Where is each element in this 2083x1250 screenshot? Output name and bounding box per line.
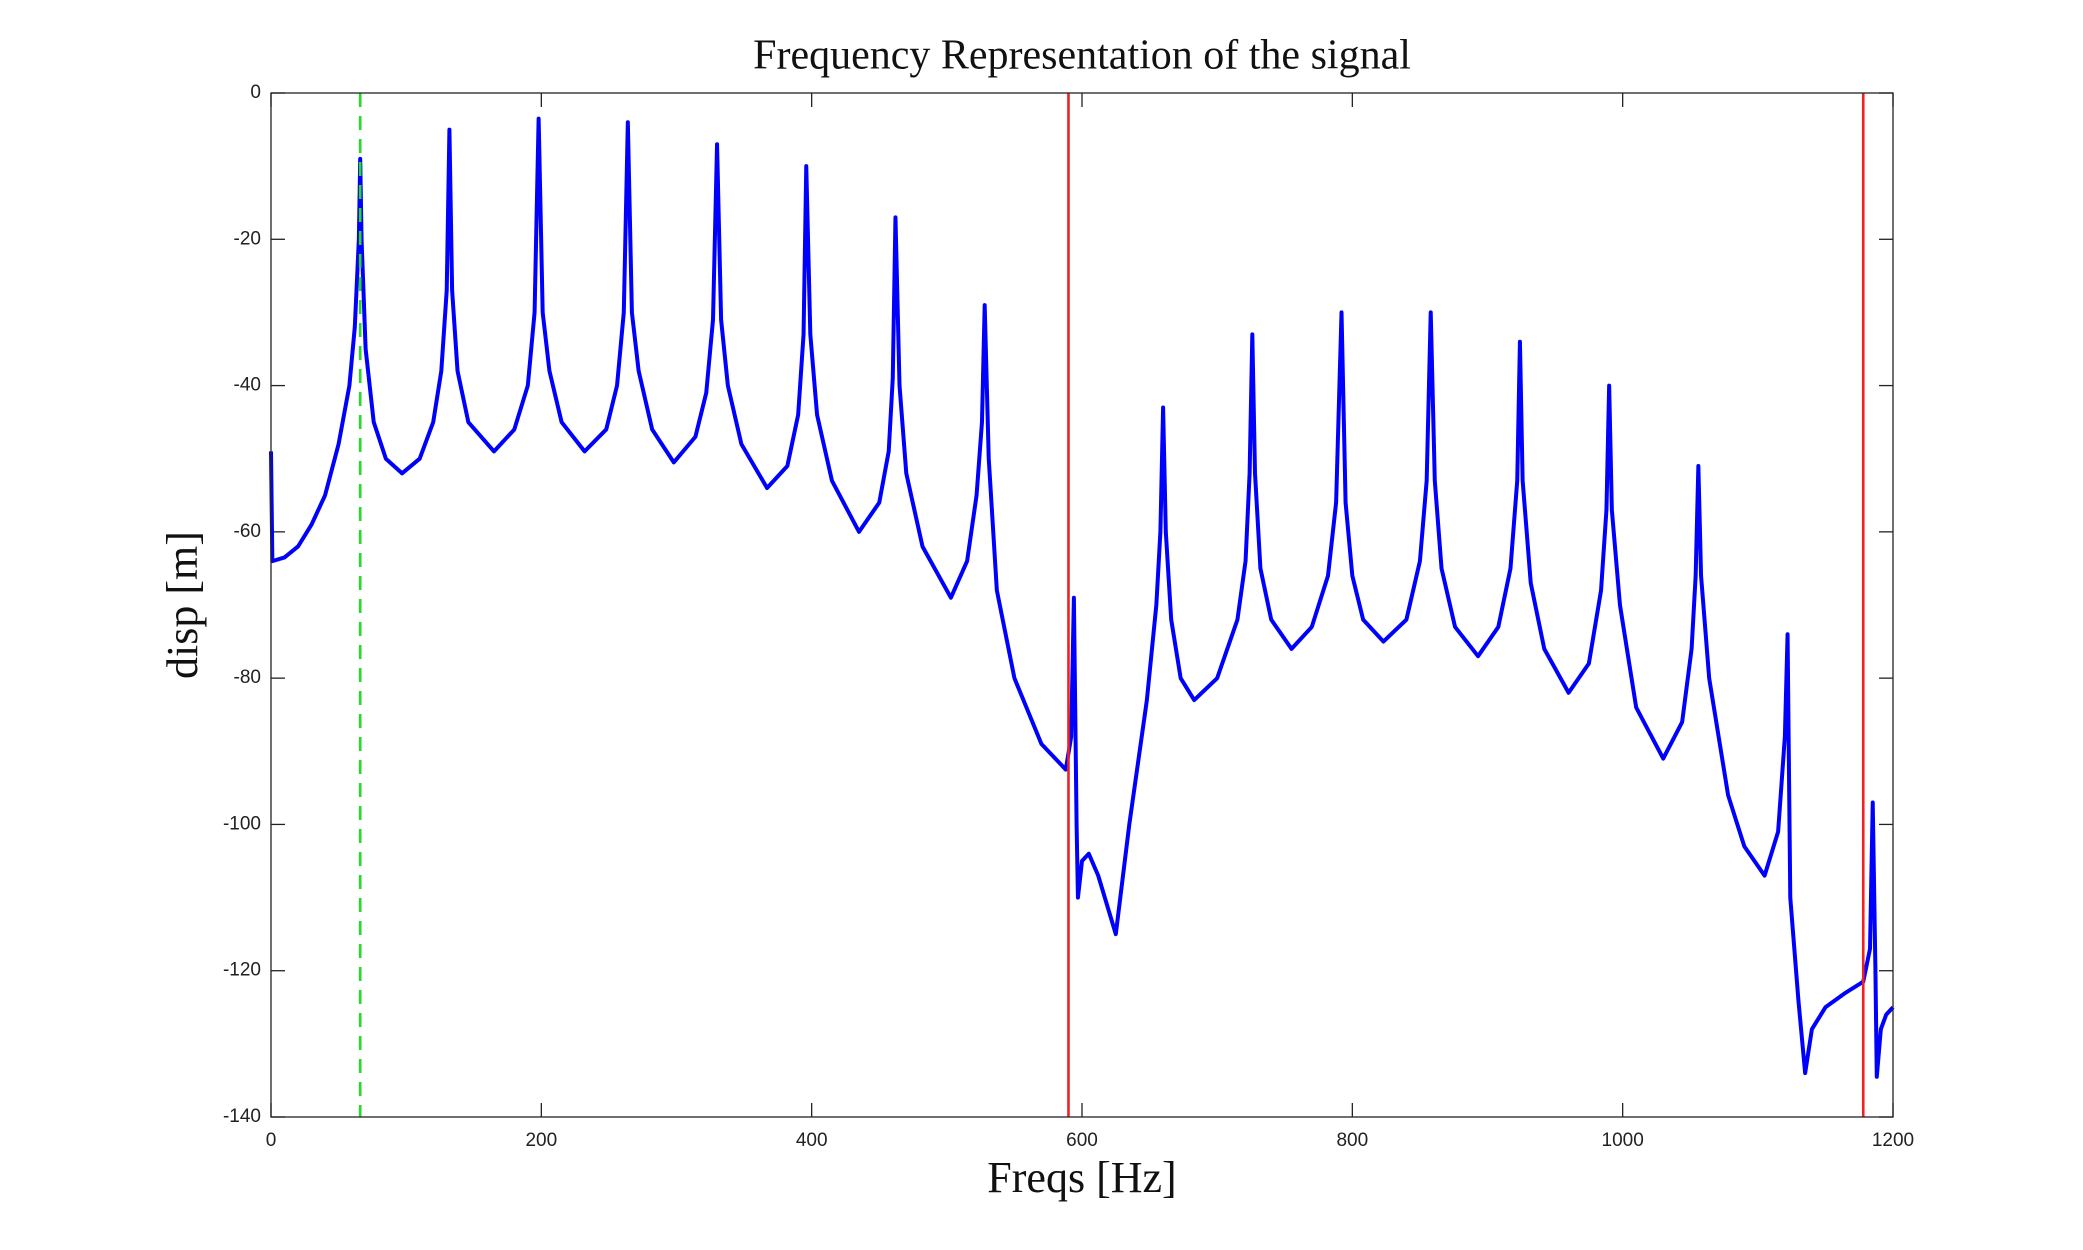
y-axis-label: disp [m] bbox=[158, 531, 207, 679]
x-tick-label: 0 bbox=[266, 1130, 277, 1151]
line-series bbox=[269, 116, 1895, 1079]
y-tick-label: -140 bbox=[223, 1106, 261, 1127]
y-tick-label: -40 bbox=[234, 375, 261, 396]
x-tick-label: 400 bbox=[796, 1130, 828, 1151]
y-tick-label: -80 bbox=[234, 667, 261, 688]
y-tick-label: -60 bbox=[234, 521, 261, 542]
y-tick-label: 0 bbox=[250, 82, 261, 103]
plot-frame bbox=[270, 92, 1894, 1118]
x-tick-label: 600 bbox=[1066, 1130, 1098, 1151]
x-tick-label: 200 bbox=[525, 1130, 557, 1151]
x-tick-label: 800 bbox=[1336, 1130, 1368, 1151]
chart-title: Frequency Representation of the signal bbox=[753, 33, 1411, 79]
y-tick-label: -120 bbox=[223, 960, 261, 981]
x-axis-label: Freqs [Hz] bbox=[987, 1153, 1176, 1202]
y-tick-label: -20 bbox=[234, 228, 261, 249]
y-tick-label: -100 bbox=[223, 813, 261, 834]
x-tick-label: 1200 bbox=[1872, 1130, 1914, 1151]
x-tick-label: 1000 bbox=[1602, 1130, 1644, 1151]
